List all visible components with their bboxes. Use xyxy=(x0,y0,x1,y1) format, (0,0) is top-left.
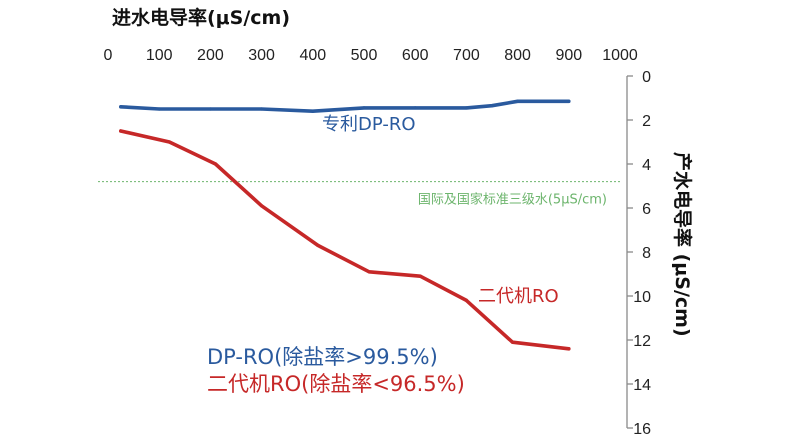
data-point xyxy=(208,107,212,111)
data-point xyxy=(311,109,315,113)
data-point xyxy=(260,107,264,111)
reference-line-label: 国际及国家标准三级水(5μS/cm) xyxy=(418,192,607,208)
y-tick-label: 14 xyxy=(633,377,651,394)
data-point xyxy=(418,274,422,278)
x-tick-label: 300 xyxy=(248,47,275,64)
series-group xyxy=(119,99,571,351)
y-tick-label: 10 xyxy=(633,289,651,306)
x-tick-label: 200 xyxy=(197,47,224,64)
series-label-second-gen-ro: 二代机RO xyxy=(478,286,559,307)
series-labels: 专利DP-RO 二代机RO xyxy=(322,114,559,307)
y-tick-label: 12 xyxy=(633,333,651,350)
axes: 0 100 200 300 400 500 600 700 800 900 100002468101… xyxy=(104,47,652,438)
data-point xyxy=(464,106,468,110)
data-point xyxy=(213,162,218,166)
data-point xyxy=(367,270,371,274)
legend: DP-RO(除盐率>99.5%) 二代机RO(除盐率<96.5%) xyxy=(207,345,465,396)
x-tick-label: 700 xyxy=(453,47,480,64)
data-point xyxy=(567,99,571,103)
data-point xyxy=(510,340,515,344)
data-point xyxy=(567,347,571,351)
y-axis-title: 产水电导率 (μS/cm) xyxy=(671,152,694,337)
y-tick-label: 6 xyxy=(642,201,651,218)
x-tick-label: 600 xyxy=(402,47,429,64)
x-tick-label: 900 xyxy=(555,47,582,64)
data-point xyxy=(119,129,123,133)
data-point xyxy=(362,106,366,110)
x-tick-label: 1000 xyxy=(602,47,638,64)
data-point xyxy=(157,107,161,111)
data-point xyxy=(119,105,123,109)
x-tick-label: 500 xyxy=(351,47,378,64)
x-axis-title: 进水电导率(μS/cm) xyxy=(112,6,290,29)
x-tick-label: 0 xyxy=(104,47,113,64)
x-tick-label: 100 xyxy=(146,47,173,64)
y-tick-label: 4 xyxy=(642,157,651,174)
legend-entry-second-gen-ro: 二代机RO(除盐率<96.5%) xyxy=(207,372,465,396)
data-point xyxy=(490,104,494,108)
reference-line-group: 国际及国家标准三级水(5μS/cm) xyxy=(98,181,620,208)
data-point xyxy=(413,106,417,110)
y-tick-label: 8 xyxy=(642,245,651,262)
data-point xyxy=(464,298,468,302)
data-point xyxy=(516,99,520,103)
data-point xyxy=(167,140,172,144)
series-label-dp-ro: 专利DP-RO xyxy=(322,114,416,135)
y-tick-label: 0 xyxy=(642,69,651,86)
data-point xyxy=(316,243,320,247)
y-tick-label: 2 xyxy=(642,113,651,130)
x-tick-label: 800 xyxy=(504,47,531,64)
data-point xyxy=(260,204,264,208)
x-tick-label: 400 xyxy=(299,47,326,64)
series-line-0 xyxy=(119,99,571,113)
series-line-1 xyxy=(119,129,571,351)
y-tick-label: 16 xyxy=(633,421,651,438)
legend-entry-dp-ro: DP-RO(除盐率>99.5%) xyxy=(207,345,438,369)
